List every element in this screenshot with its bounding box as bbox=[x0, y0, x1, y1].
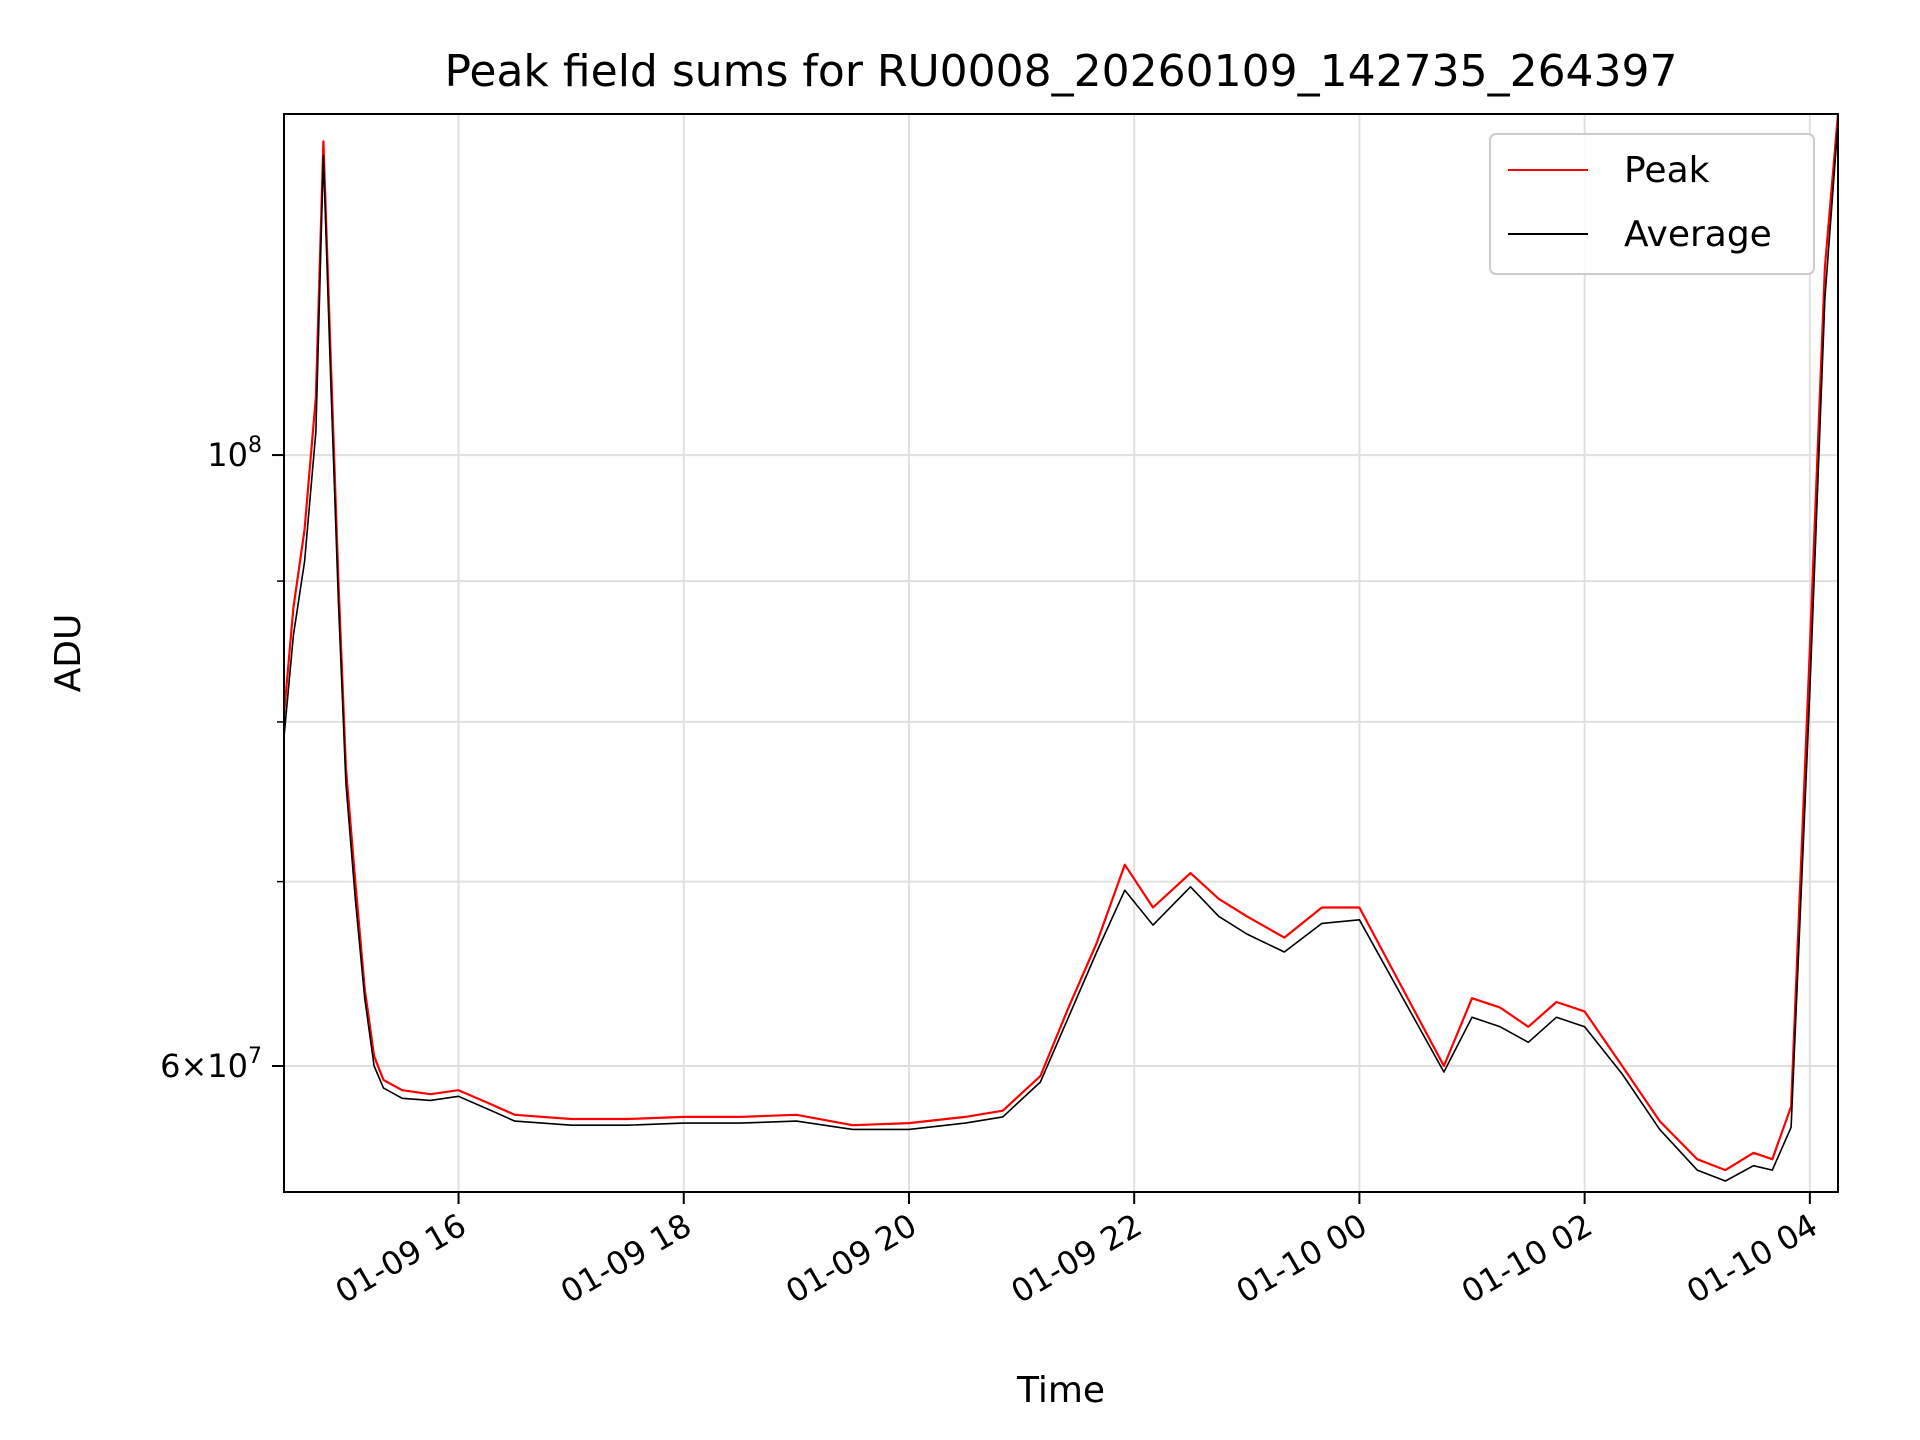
series-layer bbox=[282, 113, 1840, 1182]
y-tick-base: 10 bbox=[207, 1047, 248, 1085]
series-line-average bbox=[283, 122, 1839, 1182]
y-tick-coefficient: 6 bbox=[160, 1047, 180, 1085]
plot-area bbox=[284, 114, 1838, 1192]
y-tick-label: 108 bbox=[207, 433, 262, 474]
y-tick-base: 10 bbox=[207, 436, 248, 474]
grid bbox=[284, 114, 1838, 1192]
legend: Peak Average bbox=[1489, 133, 1815, 275]
y-tick-exponent: 7 bbox=[248, 1044, 262, 1069]
legend-label-peak: Peak bbox=[1624, 150, 1710, 191]
y-axis-title: ADU bbox=[48, 614, 89, 693]
legend-label-average: Average bbox=[1624, 214, 1772, 255]
series-line-peak bbox=[282, 113, 1840, 1172]
y-tick-exponent: 8 bbox=[248, 433, 262, 458]
y-tick-label: 6×107 bbox=[160, 1044, 262, 1085]
y-tick-times: × bbox=[180, 1047, 207, 1085]
x-axis-title: Time bbox=[1016, 1370, 1105, 1411]
plot-frame bbox=[283, 113, 1839, 1193]
chart-title: Peak field sums for RU0008_20260109_1427… bbox=[444, 46, 1677, 97]
